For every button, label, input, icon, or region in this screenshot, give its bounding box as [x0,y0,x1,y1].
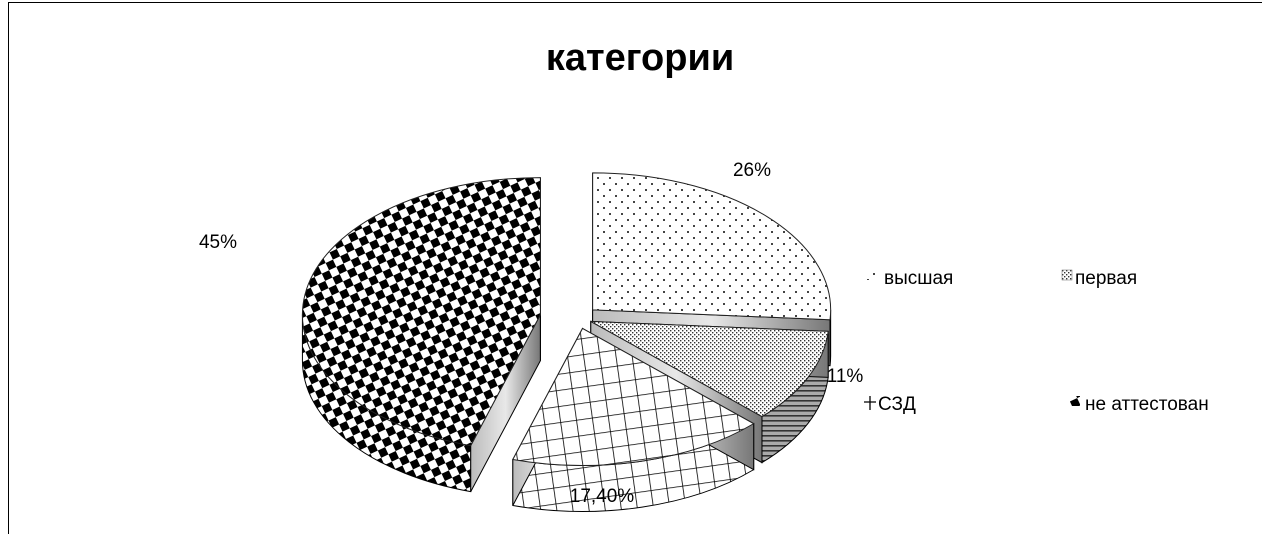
legend-swatch [1070,396,1080,406]
data-labels: 26% 45% 11% 17,40% [199,160,863,507]
slice-не-аттестован [301,177,541,493]
slice-top [512,327,755,466]
legend-item-ne-attestovan: не аттестован [1070,394,1209,415]
data-label: 17,40% [570,486,635,507]
data-label: 11% [827,366,864,387]
slice-top [592,172,832,321]
data-label: 45% [199,232,237,253]
chart-title: категории [546,37,734,79]
chart-frame [8,2,1262,534]
legend-swatch [866,270,876,280]
legend-label: СЗД [878,394,916,415]
legend-swatch [1061,269,1073,281]
legend-label: первая [1075,268,1137,289]
pie-slices [301,172,832,512]
slice-top [301,177,541,447]
slice-top [590,320,829,418]
legend-label: не аттестован [1085,394,1209,415]
data-label: 26% [733,160,771,181]
legend-swatch [864,396,876,410]
legend-label: высшая [884,268,953,289]
legend: высшая первая СЗД не аттестован [864,268,1209,415]
legend-item-pervaya: первая [1061,268,1137,289]
legend-item-vysshaya: высшая [866,268,953,289]
slice-сзд [512,327,755,512]
legend-item-szd: СЗД [864,394,916,415]
